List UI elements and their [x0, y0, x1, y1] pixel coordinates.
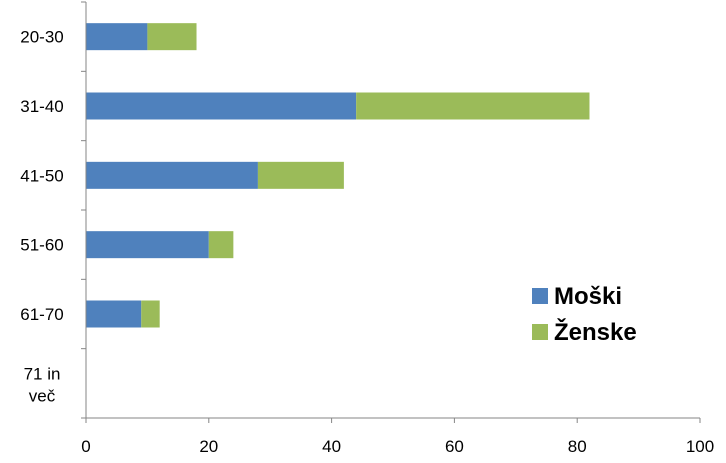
y-tick-label-41-50: 41-50: [20, 166, 63, 185]
bar-moski-20-30: [86, 23, 148, 51]
axes-group: 20-30 31-40 41-50 51-60 61-70 71 in več 0 20 40 60…: [20, 1, 714, 456]
x-tick-label-60: 60: [445, 437, 464, 456]
bar-zenske-51-60: [208, 231, 234, 259]
x-tick-label-20: 20: [199, 437, 218, 456]
x-tick-label-0: 0: [81, 437, 90, 456]
y-tick-label-51-60: 51-60: [20, 236, 63, 255]
bar-zenske-61-70: [141, 300, 160, 328]
y-tick-label-20-30: 20-30: [20, 28, 63, 47]
x-tick-label-80: 80: [568, 437, 587, 456]
legend-swatch-moski: [532, 288, 548, 304]
legend: Moški Ženske: [532, 283, 637, 346]
legend-label-moski: Moški: [554, 283, 622, 310]
bar-zenske-41-50: [257, 161, 344, 189]
y-tick-label-31-40: 31-40: [20, 97, 63, 116]
bar-zenske-20-30: [147, 23, 197, 51]
legend-label-zenske: Ženske: [554, 318, 637, 346]
x-tick-label-40: 40: [322, 437, 341, 456]
bar-moski-51-60: [86, 231, 209, 259]
bars-group: [86, 23, 590, 328]
x-tick-label-100: 100: [686, 437, 714, 456]
bar-moski-61-70: [86, 300, 142, 328]
bar-zenske-31-40: [356, 92, 590, 120]
legend-swatch-zenske: [532, 324, 548, 340]
bar-moski-41-50: [86, 161, 258, 189]
y-tick-label-71-in-vec: 71 in več: [24, 364, 61, 405]
bar-moski-31-40: [86, 92, 357, 120]
y-tick-label-61-70: 61-70: [20, 305, 63, 324]
